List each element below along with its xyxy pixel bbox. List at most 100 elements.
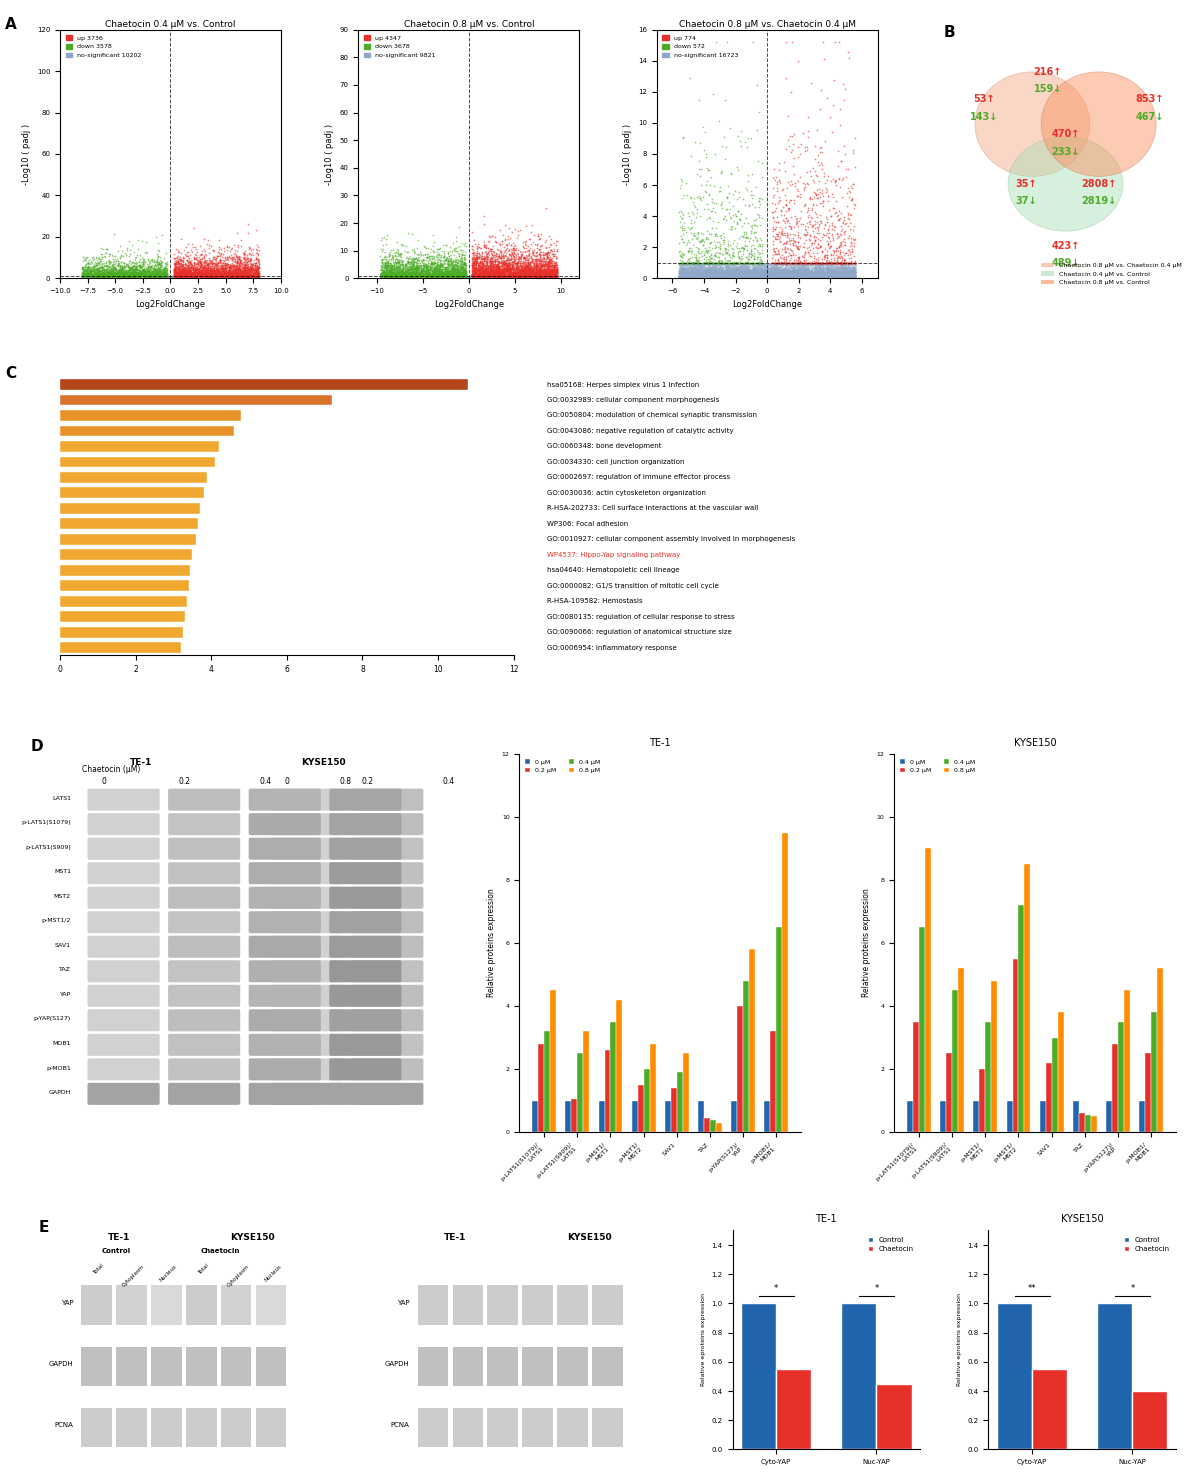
Point [817,248,836,272]
Point [248,265,268,288]
Point [466,263,485,287]
Point [197,266,216,290]
Point [190,266,209,290]
Point [511,266,530,290]
Point [469,266,488,290]
Point [697,265,716,288]
Point [466,266,485,290]
Point [392,266,412,290]
Point [86,266,106,290]
Point [748,263,767,287]
Point [730,246,749,269]
Point [677,265,696,288]
Point [767,265,786,288]
Point [670,251,689,275]
Point [702,251,721,275]
Point [90,253,109,277]
Point [670,265,689,288]
Point [96,265,115,288]
Point [740,265,760,288]
Point [690,257,709,281]
Point [794,263,814,287]
Point [806,263,826,287]
Point [386,247,406,271]
Point [734,265,754,288]
Point [180,266,199,290]
Point [389,263,408,287]
Point [490,266,509,290]
Point [754,265,773,288]
Point [439,266,458,290]
Point [451,263,470,287]
Point [814,256,833,280]
Point [776,256,796,280]
Point [202,266,221,290]
Point [708,266,727,290]
Point [386,263,406,287]
Point [842,262,862,285]
Point [196,265,215,288]
Point [840,265,859,288]
Point [443,263,462,287]
Point [244,265,263,288]
Point [212,263,232,287]
Point [208,257,227,281]
Point [538,266,557,290]
Point [842,266,862,290]
Point [78,257,97,281]
Point [698,263,718,287]
Point [742,263,761,287]
Point [676,265,695,288]
Point [248,248,268,272]
Point [499,265,518,288]
Point [469,266,488,290]
Point [440,265,460,288]
Point [788,265,808,288]
Point [488,265,508,288]
Point [95,266,114,290]
Point [392,256,412,280]
Point [173,266,192,290]
Point [534,263,553,287]
Point [158,266,178,290]
Point [126,266,145,290]
Point [385,265,404,288]
Point [683,251,702,275]
Point [467,263,486,287]
Point [730,266,749,290]
Point [829,209,848,232]
Point [230,265,250,288]
Point [720,266,739,290]
Point [766,265,785,288]
Point [181,265,200,288]
Point [430,266,449,290]
Point [835,256,854,280]
Point [506,266,526,290]
Point [187,266,206,290]
Point [518,263,538,287]
Point [470,263,490,287]
Point [173,266,192,290]
Point [476,262,496,285]
Point [454,251,473,275]
Point [527,263,546,287]
Point [430,243,449,266]
Point [545,259,564,282]
Point [167,259,186,282]
Point [464,259,484,282]
Y-axis label: Relative proteins expression: Relative proteins expression [487,889,497,997]
Point [196,266,215,290]
Point [480,266,499,290]
Point [211,266,230,290]
Point [703,266,722,290]
Point [467,260,486,284]
Point [444,266,463,290]
Point [707,263,726,287]
Point [160,266,179,290]
FancyBboxPatch shape [512,887,584,908]
Point [229,266,248,290]
Point [832,266,851,290]
Point [401,262,420,285]
Point [151,266,170,290]
Point [720,259,739,282]
